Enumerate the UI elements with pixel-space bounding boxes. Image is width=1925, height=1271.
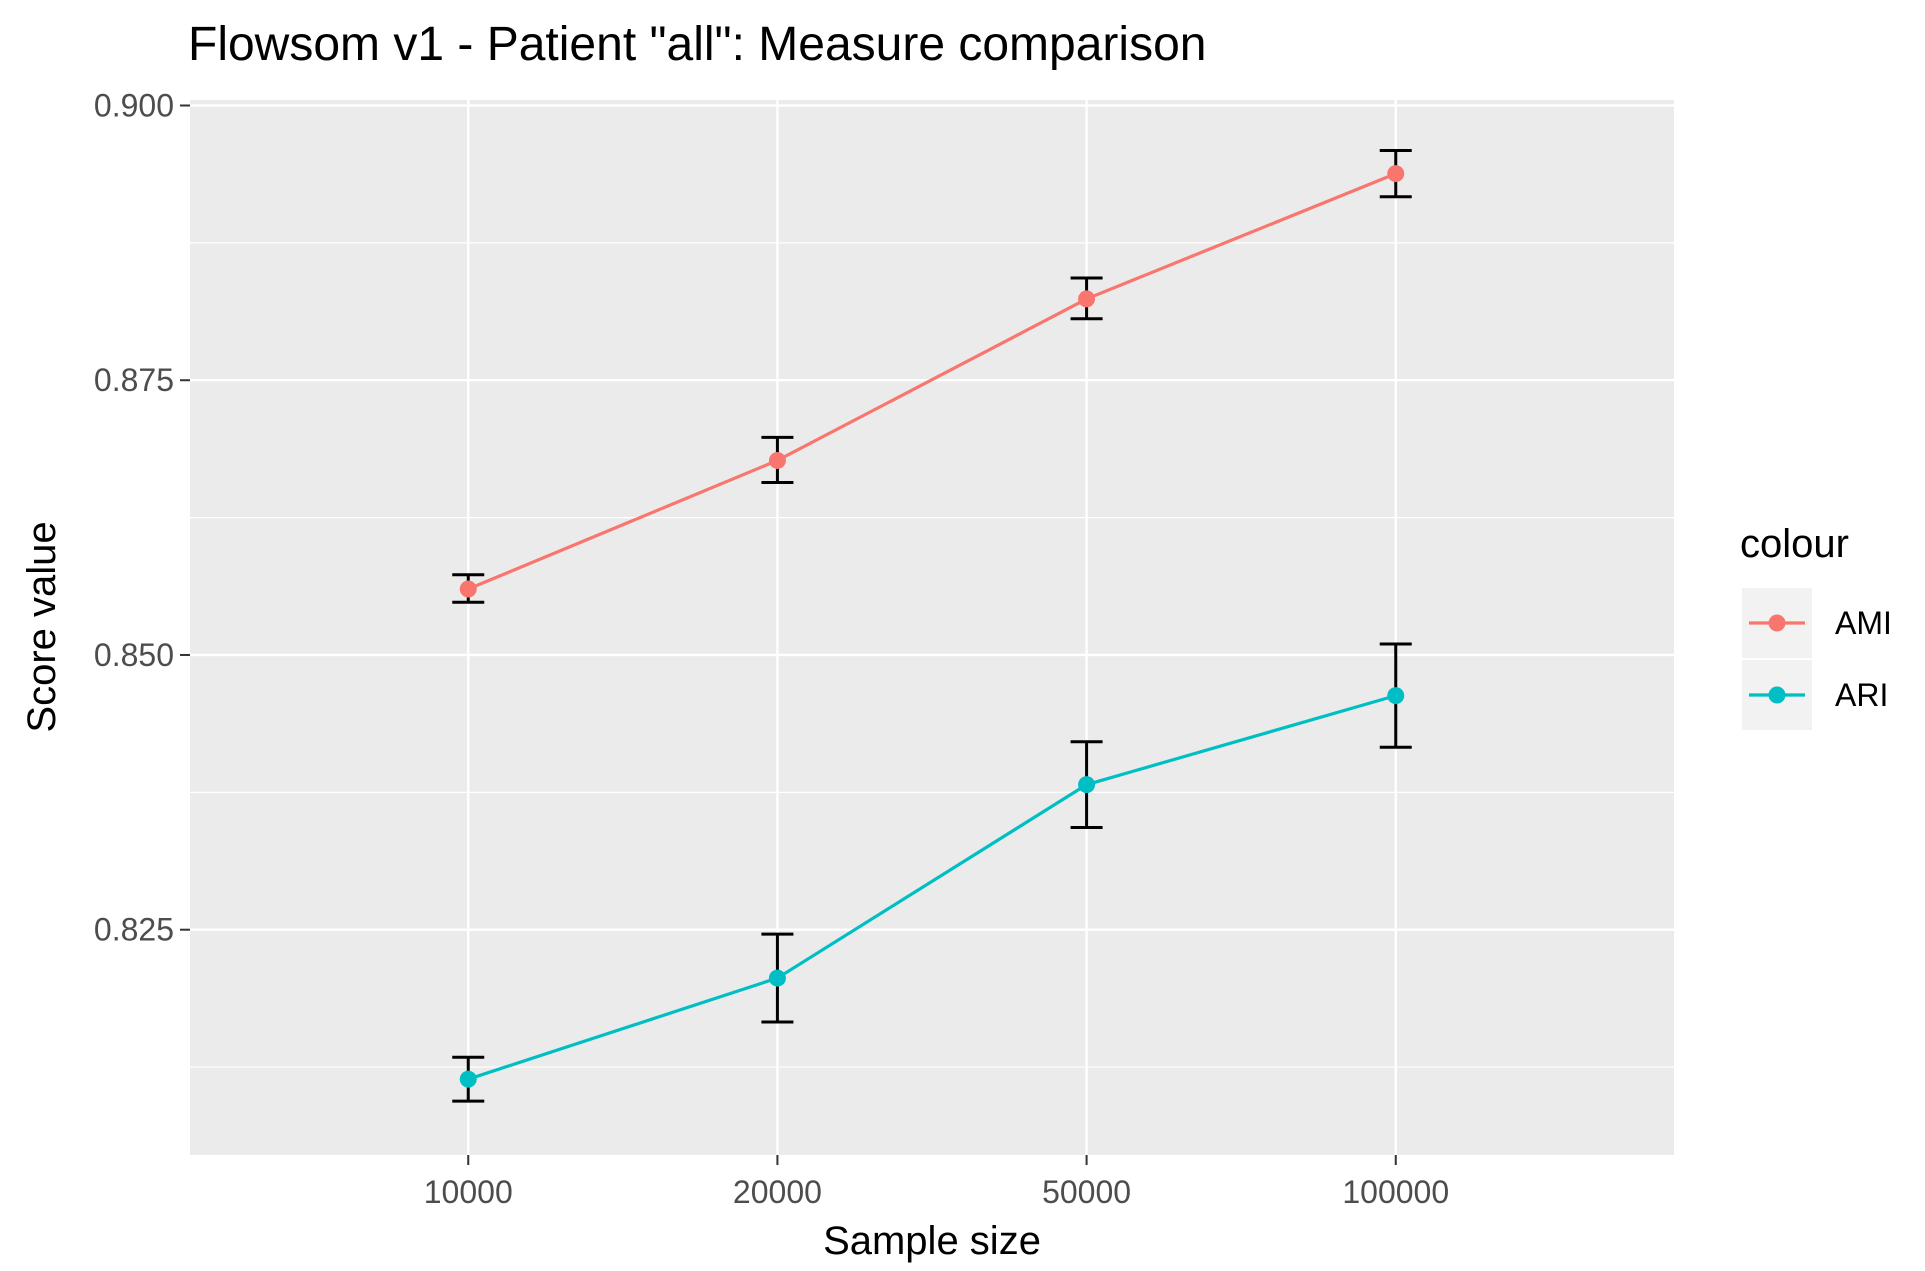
legend-item-ami: AMI — [1742, 588, 1892, 658]
x-axis-title: Sample size — [823, 1219, 1041, 1263]
axes: 0.825 0.850 0.875 0.900 10000 20000 50000 10000… — [94, 87, 1449, 1210]
y-tick-label: 0.825 — [94, 912, 174, 948]
x-tick-label: 20000 — [733, 1174, 822, 1210]
legend-key-point — [1768, 686, 1786, 704]
plot-panel — [190, 100, 1674, 1155]
x-tick-label: 10000 — [424, 1174, 513, 1210]
data-point — [459, 580, 477, 598]
series-layer — [452, 149, 1412, 1103]
series-ari — [452, 642, 1412, 1103]
data-point — [1078, 290, 1096, 308]
x-tick-label: 100000 — [1342, 1174, 1449, 1210]
legend-title: colour — [1740, 522, 1849, 566]
y-tick-label: 0.900 — [94, 87, 174, 123]
legend-label: AMI — [1835, 605, 1892, 641]
series-line — [467, 172, 1397, 591]
data-point — [1387, 687, 1405, 705]
legend: colour AMI ARI — [1740, 522, 1892, 730]
data-point — [1078, 776, 1096, 794]
y-tick-label: 0.850 — [94, 637, 174, 673]
y-axis-title: Score value — [20, 521, 64, 732]
chart-title: Flowsom v1 - Patient "all": Measure comp… — [188, 18, 1206, 71]
series-ami — [452, 149, 1412, 604]
series-line — [467, 694, 1397, 1081]
legend-item-ari: ARI — [1742, 660, 1888, 730]
legend-label: ARI — [1835, 677, 1888, 713]
y-tick-label: 0.875 — [94, 362, 174, 398]
data-point — [768, 969, 786, 987]
data-point — [768, 451, 786, 469]
legend-items: AMI ARI — [1742, 588, 1892, 730]
data-point — [459, 1070, 477, 1088]
data-point — [1387, 165, 1405, 183]
legend-key-point — [1768, 614, 1786, 632]
x-tick-label: 50000 — [1042, 1174, 1131, 1210]
